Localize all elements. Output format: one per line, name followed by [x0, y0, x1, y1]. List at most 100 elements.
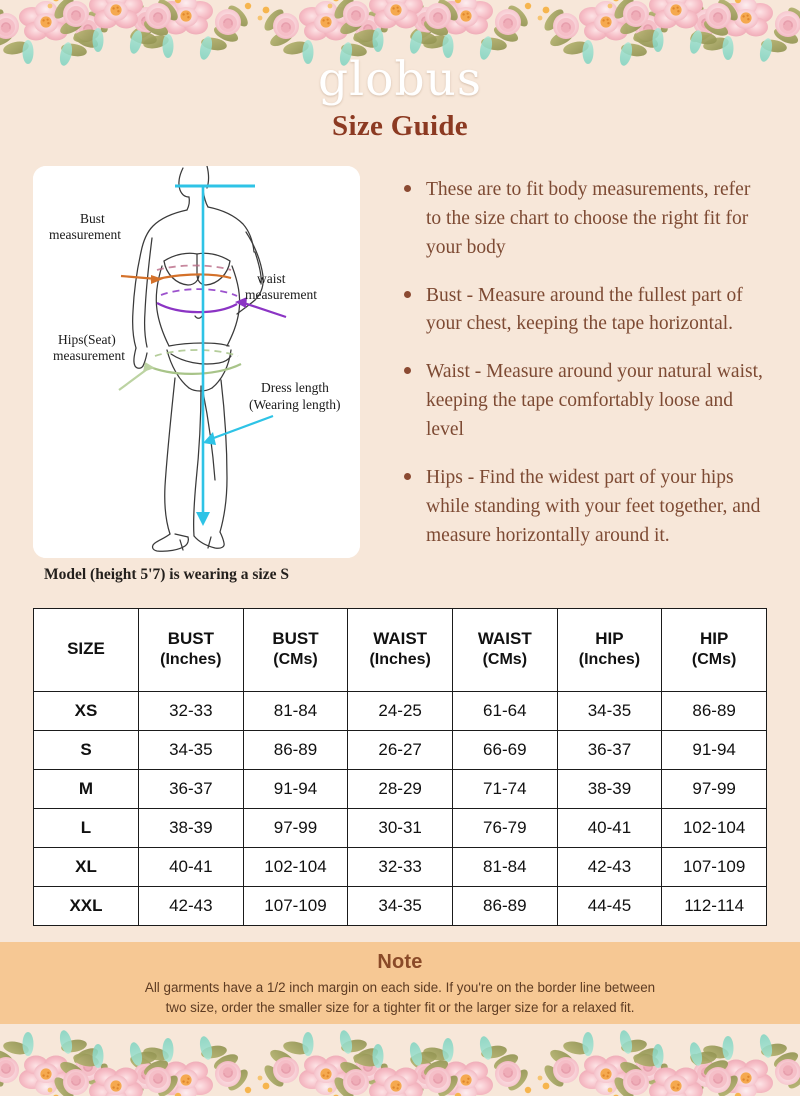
- cell-hip-inches: 34-35: [556, 691, 663, 731]
- cell-waist-cms: 66-69: [451, 730, 558, 770]
- cell-bust-inches: 32-33: [138, 691, 244, 731]
- cell-bust-cms: 102-104: [242, 847, 349, 887]
- column-header-hip-cms: HIP (CMs): [661, 608, 767, 692]
- note-line-1: All garments have a 1/2 inch margin on e…: [144, 980, 656, 995]
- tip-text: These are to fit body measurements, refe…: [426, 179, 751, 258]
- measurement-tips-list: These are to fit body measurements, refe…: [398, 176, 766, 569]
- note-title: Note: [377, 951, 423, 973]
- floral-border-bottom-icon: [0, 1024, 800, 1096]
- tip-text: Hips - Find the widest part of your hips…: [426, 466, 761, 546]
- header-sub: (CMs): [482, 650, 528, 668]
- tip-text: Bust - Measure around the fullest part o…: [426, 284, 743, 335]
- dress-label-line2: (Wearing length): [249, 397, 341, 412]
- cell-hip-inches: 40-41: [556, 808, 663, 848]
- cell-bust-inches: 40-41: [138, 847, 244, 887]
- cell-bust-inches: 42-43: [138, 886, 244, 926]
- cell-bust-cms: 91-94: [242, 769, 349, 809]
- cell-waist-cms: 61-64: [451, 691, 558, 731]
- cell-hip-cms: 102-104: [661, 808, 767, 848]
- cell-waist-inches: 32-33: [347, 847, 453, 887]
- cell-hip-cms: 112-114: [661, 886, 767, 926]
- cell-size: XL: [33, 847, 139, 887]
- hips-measure-line: [118, 349, 242, 391]
- column-header-bust-inches: BUST (Inches): [138, 608, 244, 692]
- header-main: BUST: [272, 628, 319, 648]
- tip-text: Waist - Measure around your natural wais…: [426, 361, 763, 441]
- cell-size: XXL: [33, 886, 139, 926]
- list-item: Hips - Find the widest part of your hips…: [398, 464, 766, 551]
- page-title: Size Guide: [332, 110, 468, 142]
- column-header-waist-cms: WAIST (CMs): [451, 608, 558, 692]
- list-item: Bust - Measure around the fullest part o…: [398, 282, 766, 340]
- table-row: XXL 42-43 107-109 34-35 86-89 44-45 112-…: [33, 886, 767, 926]
- table-row: S 34-35 86-89 26-27 66-69 36-37 91-94: [33, 730, 767, 770]
- bust-measure-line: [120, 264, 232, 284]
- cell-waist-inches: 30-31: [347, 808, 453, 848]
- cell-hip-inches: 36-37: [556, 730, 663, 770]
- bullet-dot-icon: [404, 185, 411, 192]
- note-line-2: two size, order the smaller size for a t…: [165, 1000, 635, 1016]
- table-row: XS 32-33 81-84 24-25 61-64 34-35 86-89: [33, 691, 767, 731]
- cell-size: S: [33, 730, 139, 770]
- cell-size: M: [33, 769, 139, 809]
- cell-bust-inches: 36-37: [138, 769, 244, 809]
- bust-label-line1: Bust: [80, 211, 105, 226]
- cell-bust-inches: 34-35: [138, 730, 244, 770]
- header-main: WAIST: [477, 628, 532, 648]
- bust-label-line2: measurement: [49, 227, 121, 242]
- bullet-dot-icon: [404, 290, 411, 298]
- size-chart-table: SIZE BUST (Inches) BUST (CMs) WAIST (Inc…: [33, 608, 767, 926]
- cell-hip-cms: 107-109: [661, 847, 767, 887]
- note-body: All garments have a 1/2 inch margin on e…: [0, 974, 800, 1019]
- cell-waist-cms: 86-89: [451, 886, 558, 926]
- header-main: HIP: [699, 628, 729, 648]
- cell-waist-cms: 71-74: [451, 769, 558, 809]
- header-sub: (CMs): [691, 650, 737, 668]
- column-header-bust-cms: BUST (CMs): [242, 608, 349, 692]
- table-row: XL 40-41 102-104 32-33 81-84 42-43 107-1…: [33, 847, 767, 887]
- cell-waist-cms: 76-79: [451, 808, 558, 848]
- table-row: M 36-37 91-94 28-29 71-74 38-39 97-99: [33, 769, 767, 809]
- list-item: Waist - Measure around your natural wais…: [398, 358, 766, 445]
- brand-logo: globus: [318, 52, 482, 107]
- cell-bust-cms: 86-89: [242, 730, 349, 770]
- header-sub: (Inches): [578, 650, 641, 668]
- table-row: L 38-39 97-99 30-31 76-79 40-41 102-104: [33, 808, 767, 848]
- cell-size: L: [33, 808, 139, 848]
- hips-label-line2: measurement: [53, 348, 125, 363]
- header-main: WAIST: [373, 628, 428, 648]
- cell-waist-inches: 28-29: [347, 769, 453, 809]
- header-sub: (Inches): [369, 650, 431, 668]
- dress-length-line: [175, 184, 274, 526]
- waist-measure-line: [156, 288, 287, 319]
- cell-hip-cms: 91-94: [661, 730, 767, 770]
- cell-bust-cms: 97-99: [242, 808, 349, 848]
- bullet-dot-icon: [404, 367, 411, 375]
- cell-waist-inches: 26-27: [347, 730, 453, 770]
- cell-hip-inches: 38-39: [556, 769, 663, 809]
- bullet-dot-icon: [404, 472, 411, 480]
- header-main: HIP: [595, 628, 624, 648]
- waist-label-line1: waist: [257, 271, 286, 286]
- model-caption: Model (height 5'7) is wearing a size S: [44, 566, 289, 583]
- dress-label-line1: Dress length: [261, 380, 329, 395]
- cell-waist-cms: 81-84: [451, 847, 558, 887]
- cell-hip-inches: 44-45: [556, 886, 663, 926]
- cell-bust-cms: 81-84: [242, 691, 349, 731]
- cell-size: XS: [33, 691, 139, 731]
- column-header-waist-inches: WAIST (Inches): [347, 608, 453, 692]
- cell-bust-cms: 107-109: [242, 886, 349, 926]
- cell-hip-inches: 42-43: [556, 847, 663, 887]
- cell-bust-inches: 38-39: [138, 808, 244, 848]
- header-sub: (CMs): [273, 650, 318, 668]
- column-header-size: SIZE: [33, 608, 139, 692]
- measurement-illustration: Bust measurement waist measurement Hips(…: [33, 166, 360, 558]
- hips-label-line1: Hips(Seat): [58, 332, 116, 347]
- header-sub: (Inches): [160, 650, 222, 668]
- table-header-row: SIZE BUST (Inches) BUST (CMs) WAIST (Inc…: [33, 608, 767, 692]
- cell-hip-cms: 86-89: [661, 691, 767, 731]
- cell-waist-inches: 24-25: [347, 691, 453, 731]
- note-section: Note All garments have a 1/2 inch margin…: [0, 942, 800, 1032]
- header-main: BUST: [167, 628, 214, 648]
- list-item: These are to fit body measurements, refe…: [398, 176, 766, 263]
